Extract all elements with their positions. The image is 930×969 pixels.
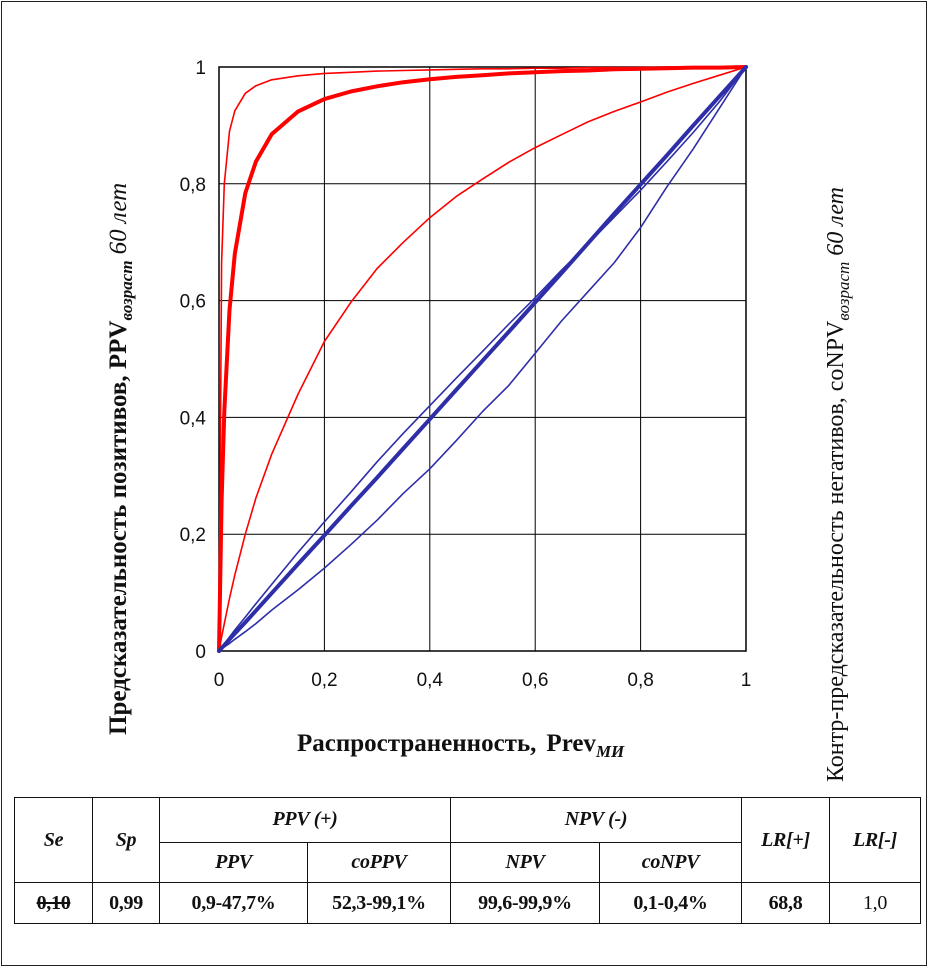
y-tick-label: 0,8: [180, 175, 206, 196]
y-tick-label: 1: [195, 58, 206, 79]
value-coppv: 52,3-99,1%: [307, 882, 451, 924]
series-line-4: [217, 65, 748, 653]
y-axis-label-left: Предсказательность позитивов, PPVвозраст…: [105, 183, 136, 735]
header-npv-group: NPV (-): [450, 797, 742, 843]
y-tick-label: 0,6: [180, 292, 206, 313]
x-tick-label: 0: [214, 670, 225, 691]
chart-ticks: 0 0,2 0,4 0,6 0,8 1 0 0,2 0,4 0,6 0,8 1: [180, 58, 752, 691]
value-conpv: 0,1-0,4%: [599, 882, 742, 924]
header-sp: Sp: [92, 796, 160, 884]
x-tick-label: 0,2: [311, 670, 337, 691]
header-conpv: coNPV: [599, 841, 742, 884]
value-lr-neg: 1,0: [829, 882, 921, 924]
plot-frame: [218, 66, 747, 652]
x-tick-label: 0,6: [522, 670, 548, 691]
header-lr-pos: LR[+]: [741, 796, 830, 884]
stats-table: Se Sp PPV (+) NPV (-) LR[+] LR[-] PPV co…: [14, 796, 921, 924]
value-sp: 0,99: [92, 882, 160, 924]
value-ppv: 0,9-47,7%: [159, 882, 308, 924]
header-coppv: coPPV: [307, 841, 451, 884]
y-tick-label: 0,4: [180, 408, 207, 429]
value-npv: 99,6-99,9%: [450, 882, 600, 924]
header-npv: NPV: [450, 841, 600, 884]
x-tick-label: 1: [741, 670, 752, 691]
x-axis-label: Распространенность, PrevМИ: [297, 730, 625, 761]
y-tick-label: 0,2: [180, 525, 206, 546]
chart-series: [217, 65, 748, 653]
header-se: Se: [14, 796, 93, 884]
header-lr-neg: LR[-]: [829, 796, 921, 884]
series-line-6: [218, 66, 747, 652]
value-lr-pos: 68,8: [741, 882, 830, 924]
series-line-2: [217, 65, 748, 653]
line-chart: 0 0,2 0,4 0,6 0,8 1 0 0,2 0,4 0,6 0,8 1 Предсказате…: [105, 58, 853, 782]
x-tick-label: 0,8: [627, 670, 653, 691]
header-ppv-group: PPV (+): [159, 797, 451, 843]
series-line-5: [218, 66, 747, 652]
x-tick-label: 0,4: [417, 670, 444, 691]
value-se: 0,10: [14, 882, 93, 924]
series-line-3: [218, 66, 747, 652]
y-axis-label-right: Контр-предсказательность негативов, coNP…: [823, 187, 853, 782]
header-ppv: PPV: [159, 841, 308, 884]
y-tick-label: 0: [195, 642, 206, 663]
